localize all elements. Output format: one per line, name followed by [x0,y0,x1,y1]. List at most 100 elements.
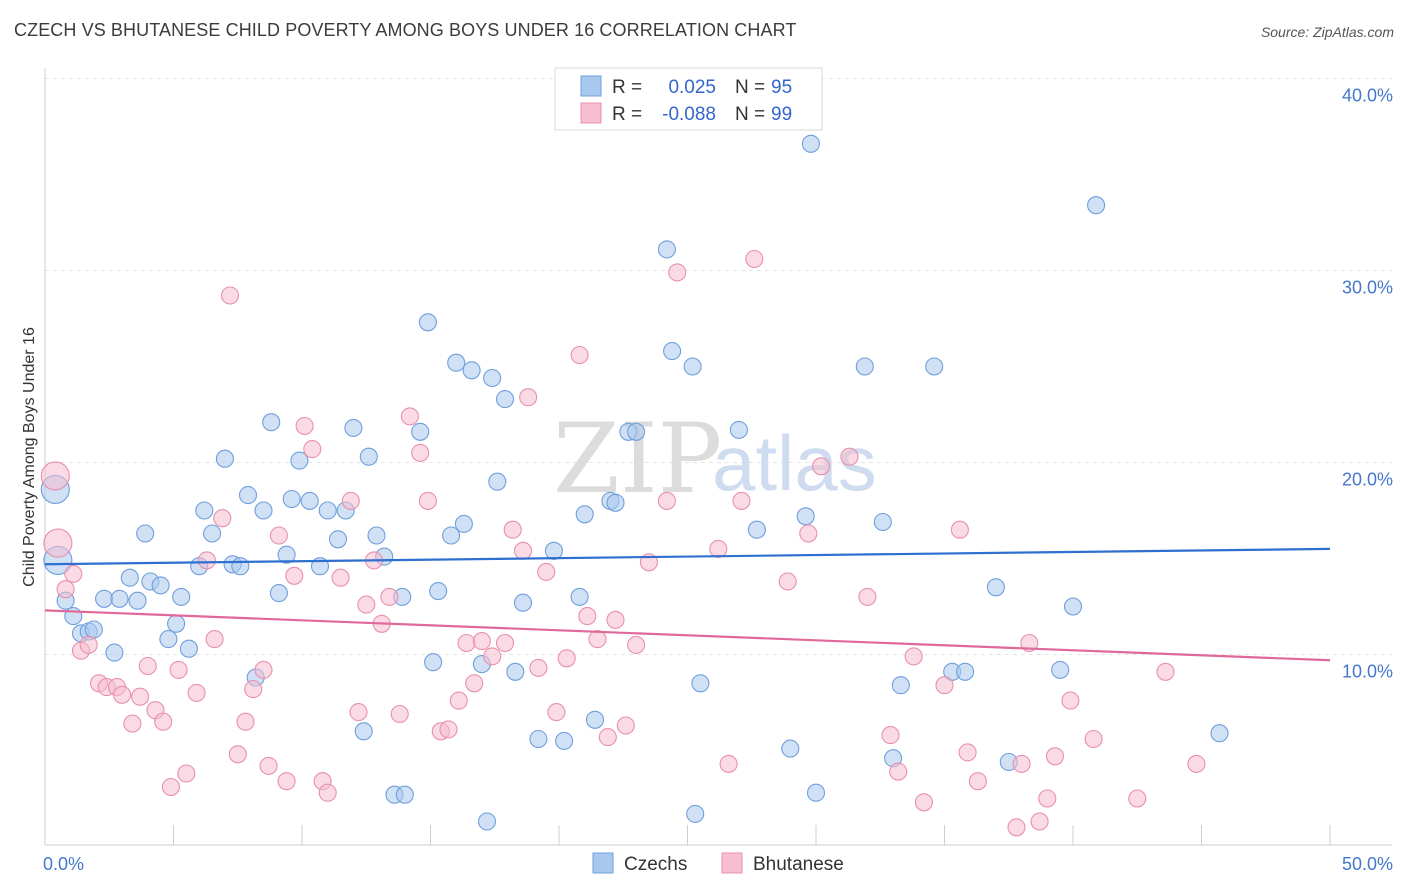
series-swatch-czechs [592,852,614,874]
point-czechs-18 [179,639,198,658]
point-czechs-11 [128,591,147,610]
point-bhutanese-26 [254,660,273,679]
point-bhutanese-85 [950,520,969,539]
point-czechs-60 [513,593,533,612]
point-czechs-9 [110,589,129,608]
legend-r-value-2: -0.088 [662,104,716,125]
point-bhutanese-32 [303,440,322,459]
y-tick-labels: 10.0% 20.0% 30.0% 40.0% [1342,86,1393,682]
point-czechs-40 [359,447,378,466]
point-bhutanese-53 [495,633,515,653]
point-bhutanese-74 [745,249,764,269]
source-label: Source: ZipAtlas.com [1260,24,1394,40]
point-czechs-63 [555,731,574,750]
point-czechs-16 [167,614,186,633]
point-bhutanese-73 [732,491,751,510]
point-czechs-65 [575,505,594,524]
point-czechs-52 [454,514,473,533]
point-bhutanese-47 [439,720,458,739]
point-czechs-76 [729,420,748,439]
legend-n-value-2: 99 [771,104,792,125]
point-czechs-27 [254,501,273,520]
point-czechs-21 [203,524,222,543]
point-czechs-53 [462,361,481,380]
point-bhutanese-31 [295,416,314,436]
point-czechs-41 [367,526,386,545]
point-czechs-29 [269,584,288,603]
point-bhutanese-50 [465,674,484,693]
point-czechs-35 [318,501,337,520]
series-label-bhutanese: Bhutanese [753,854,844,875]
point-bhutanese-38 [357,595,376,614]
x-tick-label-0: 0.0% [43,854,84,874]
legend-swatch-bhutanese [580,102,602,124]
point-bhutanese-15 [161,777,180,797]
point-bhutanese-81 [889,762,908,781]
point-bhutanese-20 [205,630,224,649]
point-bhutanese-69 [657,491,676,510]
point-czechs-7 [95,589,114,608]
point-czechs-47 [418,313,437,332]
legend-r-label-2: R = [612,104,642,125]
point-czechs-86 [925,357,944,376]
point-bhutanese-3 [64,564,83,583]
y-tick-label-3: 40.0% [1342,86,1393,106]
point-czechs-33 [300,491,319,510]
legend: R = 0.025 N = 95 R = -0.088 N = 99 [554,67,823,131]
point-bhutanese-84 [935,676,954,695]
point-bhutanese-25 [244,680,263,699]
point-bhutanese-97 [1156,662,1175,681]
point-bhutanese-98 [1187,754,1206,773]
point-czechs-81 [806,783,826,802]
point-czechs-58 [495,390,515,409]
point-bhutanese-65 [606,610,625,629]
point-bhutanese-96 [1128,789,1147,808]
point-bhutanese-21 [213,509,232,528]
point-czechs-38 [344,418,363,437]
point-czechs-46 [411,422,430,441]
point-bhutanese-78 [840,447,859,466]
point-czechs-15 [159,630,178,649]
point-bhutanese-11 [131,687,150,706]
point-bhutanese-2 [56,580,75,599]
point-bhutanese-16 [169,660,188,679]
point-czechs-17 [172,587,191,606]
point-bhutanese-80 [881,726,900,745]
point-bhutanese-55 [513,541,533,560]
point-bhutanese-29 [277,772,296,791]
point-czechs-68 [606,493,625,512]
point-czechs-91 [1051,660,1070,679]
point-czechs-89 [986,578,1005,597]
point-bhutanese-91 [1030,812,1049,831]
x-tick-labels: 0.0% 50.0% [43,854,1393,874]
point-bhutanese-45 [418,491,437,510]
point-czechs-6 [84,620,103,639]
y-tick-label-0: 10.0% [1342,662,1393,682]
point-bhutanese-60 [557,649,576,668]
point-bhutanese-79 [858,587,877,606]
point-bhutanese-75 [778,572,797,591]
point-czechs-94 [1210,724,1229,743]
trend-line-czechs [44,547,1331,566]
point-bhutanese-71 [709,539,728,558]
series-legend: Czechs Bhutanese [592,852,844,875]
point-czechs-57 [488,472,507,491]
point-bhutanese-63 [588,630,607,649]
point-czechs-36 [328,530,348,549]
trend-lines [44,547,1331,662]
point-czechs-59 [506,662,525,681]
point-czechs-45 [395,785,414,804]
point-bhutanese-5 [79,635,98,654]
point-bhutanese-37 [349,703,368,722]
point-bhutanese-14 [154,712,173,731]
point-bhutanese-57 [529,658,548,677]
point-bhutanese-22 [220,286,240,305]
point-czechs-48 [424,653,443,672]
point-bhutanese-82 [904,647,923,666]
watermark: ZIP atlas [553,403,877,515]
point-bhutanese-43 [400,407,419,426]
point-czechs-49 [429,582,448,601]
point-bhutanese-77 [812,457,831,476]
series-swatch-bhutanese [721,852,743,874]
